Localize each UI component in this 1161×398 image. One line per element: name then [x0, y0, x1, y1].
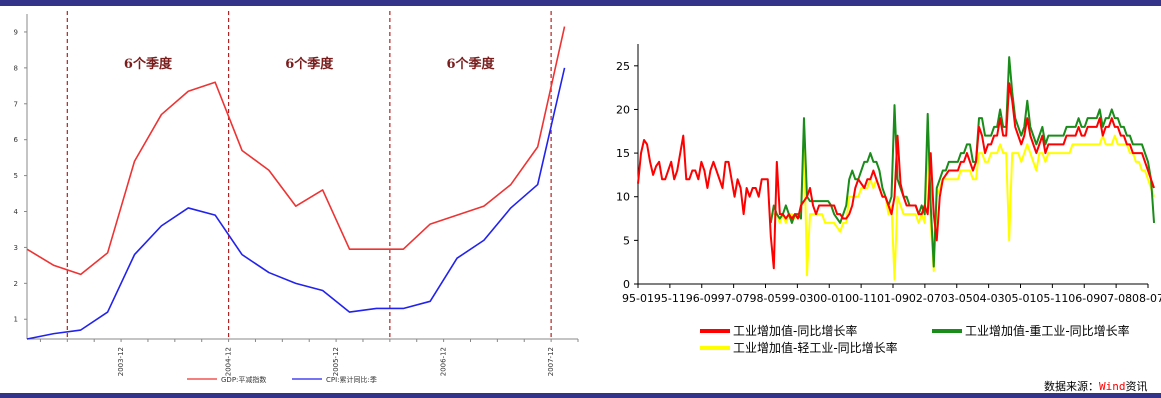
- annotation-label: 6个季度: [446, 56, 495, 72]
- x-tick-label: 2003-12: [117, 347, 125, 376]
- x-tick-label: 05-11: [1036, 292, 1068, 305]
- x-tick-label: 02-07: [909, 292, 941, 305]
- x-tick-label: 03-05: [941, 292, 973, 305]
- x-tick-label: 01-09: [877, 292, 909, 305]
- annotation-label: 6个季度: [285, 56, 334, 72]
- y-tick-label: 5: [623, 234, 630, 247]
- x-tick-label: 00-11: [845, 292, 877, 305]
- legend-label-2: CPI:累计同比:季: [326, 375, 377, 384]
- x-tick-label: 95-11: [654, 292, 686, 305]
- data-source-note: 数据来源：Wind资讯: [1044, 380, 1148, 393]
- x-tick-label: 95-01: [622, 292, 654, 305]
- series-line-2: [769, 56, 1156, 268]
- x-tick-label: 08-07: [1132, 292, 1161, 305]
- y-tick-label: 10: [616, 191, 630, 204]
- x-tick-label: 05-01: [1005, 292, 1037, 305]
- x-tick-label: 00-01: [813, 292, 845, 305]
- x-tick-label: 07-08: [1100, 292, 1132, 305]
- top-border: [0, 0, 1161, 6]
- source-brand: Wind: [1099, 380, 1126, 393]
- y-tick-label: 20: [616, 103, 630, 116]
- legend-label-1: GDP:平减指数: [221, 375, 266, 384]
- y-tick-label: 6: [14, 136, 19, 144]
- y-tick-label: 25: [616, 60, 630, 73]
- y-tick-label: 7: [14, 100, 18, 108]
- x-tick-label: 06-09: [1068, 292, 1100, 305]
- x-tick-label: 2005-12: [332, 347, 340, 376]
- y-tick-label: 5: [14, 172, 18, 180]
- y-tick-label: 3: [14, 244, 18, 252]
- x-tick-label: 97-07: [718, 292, 750, 305]
- chart-gdp-cpi: 1 2 3 4 5 6 7 8 9 2003-12 2004-12 2005-12 2006-12 200…: [14, 11, 579, 384]
- y-tick-label: 8: [14, 64, 18, 72]
- y-tick-label: 15: [616, 147, 630, 160]
- y-tick-label: 2: [14, 280, 18, 288]
- y-tick-label: 4: [14, 208, 19, 216]
- series-line-1: [26, 26, 566, 276]
- legend-label-3: 工业增加值-轻工业-同比增长率: [733, 340, 898, 355]
- y-tick-label: 9: [14, 28, 18, 36]
- annotation-label: 6个季度: [124, 56, 173, 72]
- legend-label-2: 工业增加值-重工业-同比增长率: [965, 323, 1130, 338]
- bottom-border: [0, 393, 1161, 398]
- x-tick-label: 96-09: [686, 292, 718, 305]
- chart-industrial-growth: 0 5 10 15 20 25 95-01 95-11 96-09 97-07 98-05 99-03…: [616, 44, 1161, 355]
- series-line-2: [26, 67, 566, 340]
- legend-label-1: 工业增加值-同比增长率: [733, 323, 857, 338]
- x-tick-label: 99-03: [781, 292, 813, 305]
- x-tick-label: 2006-12: [440, 347, 448, 376]
- x-tick-label: 04-03: [973, 292, 1005, 305]
- y-tick-label: 1: [14, 316, 18, 324]
- x-tick-label: 2007-12: [547, 347, 555, 376]
- series-line-3: [770, 134, 1155, 281]
- series-line-1: [637, 82, 1155, 270]
- x-tick-label: 2004-12: [225, 347, 233, 376]
- x-tick-label: 98-05: [750, 292, 782, 305]
- y-tick-label: 0: [623, 278, 630, 291]
